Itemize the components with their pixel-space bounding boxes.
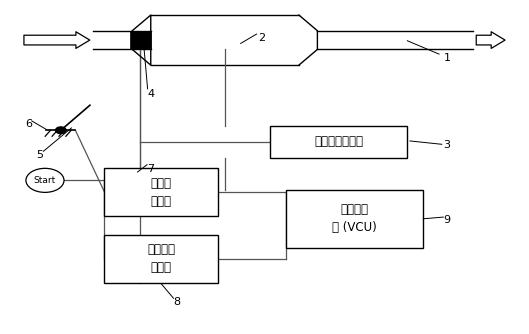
Text: 静电场发生装置: 静电场发生装置 xyxy=(314,136,363,148)
Text: 5: 5 xyxy=(36,150,43,160)
Bar xyxy=(270,126,407,158)
Text: 2: 2 xyxy=(258,33,266,43)
Bar xyxy=(286,190,423,248)
Text: Start: Start xyxy=(34,176,56,185)
Text: 1: 1 xyxy=(443,53,451,63)
Text: 7: 7 xyxy=(147,164,154,174)
Bar xyxy=(130,31,151,49)
Text: 整车控制
器 (VCU): 整车控制 器 (VCU) xyxy=(332,203,377,234)
Text: 3: 3 xyxy=(443,140,451,150)
Text: 角位移
传感器: 角位移 传感器 xyxy=(151,177,172,207)
Text: 8: 8 xyxy=(174,297,181,307)
Bar xyxy=(105,234,218,283)
Circle shape xyxy=(56,127,66,134)
Text: 4: 4 xyxy=(147,89,154,99)
Text: 脉冲信号
传感器: 脉冲信号 传感器 xyxy=(148,243,175,274)
Text: 9: 9 xyxy=(443,215,451,225)
Text: 6: 6 xyxy=(25,119,33,129)
Bar xyxy=(105,168,218,216)
